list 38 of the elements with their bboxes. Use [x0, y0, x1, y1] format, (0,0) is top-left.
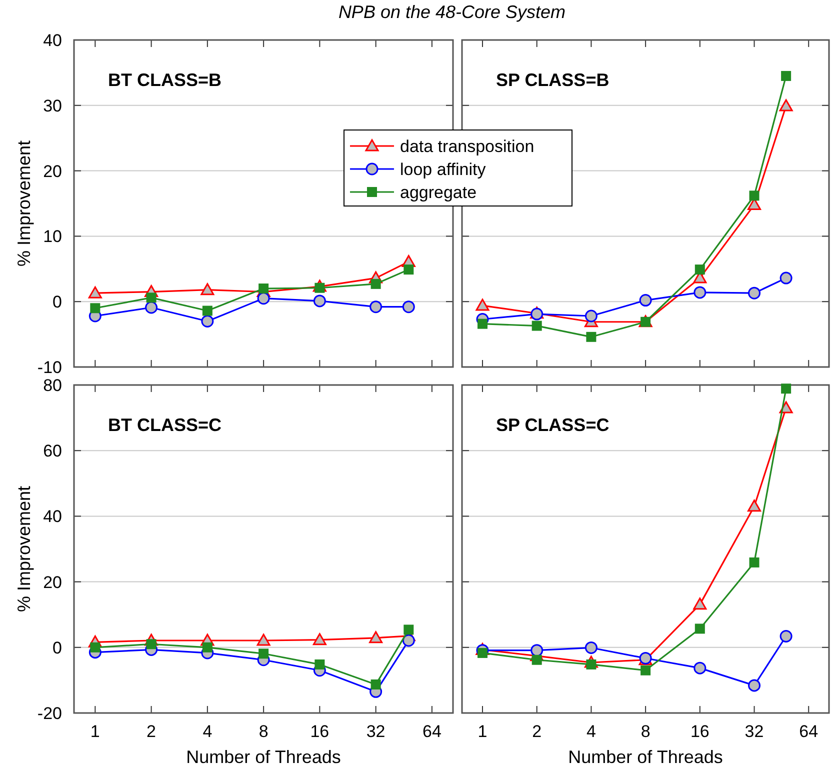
y-tick-label: 10 [43, 227, 62, 246]
annotation: SP CLASS=B [496, 70, 610, 90]
y-tick-label: 0 [52, 638, 62, 658]
chart-title: NPB on the 48-Core System [338, 2, 566, 22]
x-tick-label: 16 [690, 722, 710, 741]
y-tick-label: 40 [43, 507, 62, 526]
x-tick-label: 64 [422, 722, 442, 741]
x-tick-label: 64 [799, 722, 818, 741]
x-tick-label: 16 [310, 722, 330, 741]
y-tick-label: 30 [43, 96, 62, 116]
y-axis-title: % Improvement [14, 486, 34, 612]
y-tick-label: 20 [43, 572, 62, 592]
y-tick-label: 80 [43, 376, 62, 395]
y-tick-label: 0 [52, 292, 62, 312]
y-axis-title: % Improvement [14, 140, 34, 267]
annotation: BT CLASS=C [108, 415, 222, 435]
x-tick-label: 2 [532, 722, 542, 741]
legend-label: aggregate [400, 183, 477, 202]
x-tick-label: 8 [640, 722, 650, 741]
x-tick-label: 8 [258, 722, 268, 741]
y-tick-label: 20 [43, 162, 62, 181]
y-tick-label: 60 [43, 442, 62, 461]
x-tick-label: 32 [744, 722, 764, 741]
legend-label: data transposition [400, 137, 534, 156]
x-tick-label: 4 [202, 722, 212, 741]
x-axis-title: Number of Threads [568, 747, 723, 767]
annotation: BT CLASS=B [108, 70, 222, 90]
x-tick-label: 2 [146, 722, 156, 741]
x-tick-label: 4 [586, 722, 596, 741]
annotation: SP CLASS=C [496, 415, 610, 435]
x-axis-title: Number of Threads [186, 747, 341, 767]
x-tick-label: 32 [366, 722, 386, 741]
x-tick-label: 1 [90, 722, 100, 741]
y-tick-label: -10 [37, 358, 62, 377]
legend-label: loop affinity [400, 160, 486, 179]
y-tick-label: 40 [43, 31, 62, 50]
x-tick-label: 1 [478, 722, 488, 741]
y-tick-label: -20 [37, 704, 62, 723]
